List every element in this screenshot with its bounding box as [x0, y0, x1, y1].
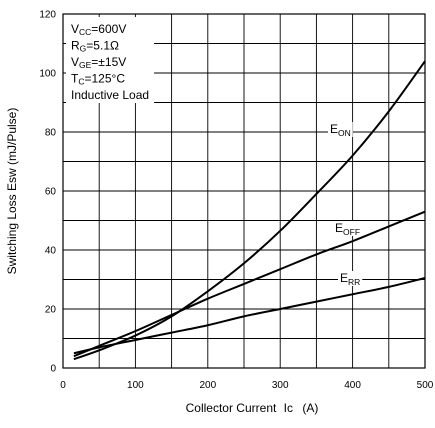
curves — [73, 60, 426, 361]
condition-sub: GE — [79, 60, 92, 70]
condition-value: =±15V — [91, 55, 126, 69]
conditions-box: VCC=600VRG=5.1ΩVGE=±15VTC=125°CInductive… — [66, 17, 155, 103]
x-tick-label: 0 — [60, 380, 66, 391]
series-line-err — [73, 277, 426, 355]
condition-line: VCC=600V — [71, 22, 126, 37]
condition-value: =600V — [91, 22, 126, 36]
condition-value: =125°C — [84, 72, 125, 86]
series-label-main: E — [330, 122, 338, 136]
x-tick-label: 500 — [417, 380, 434, 391]
x-tick-label: 300 — [272, 380, 289, 391]
series-line-eoff — [73, 210, 426, 358]
x-tick-label: 200 — [199, 380, 216, 391]
series-label-main: E — [340, 271, 348, 285]
y-tick-label: 60 — [45, 187, 57, 198]
series-label-background — [333, 221, 363, 236]
condition-main: Inductive Load — [71, 88, 149, 102]
series-label-sub: OFF — [343, 227, 360, 237]
condition-main: V — [71, 55, 79, 69]
series-label-err: ERR — [340, 271, 360, 287]
condition-value: =5.1Ω — [86, 39, 119, 53]
x-tick-label: 100 — [127, 380, 144, 391]
condition-line: TC=125°C — [71, 72, 125, 87]
y-tick-label: 100 — [39, 69, 56, 80]
x-axis-label-symbol: Ic — [284, 401, 293, 415]
y-tick-label: 80 — [45, 128, 57, 139]
x-axis-label-text: Collector Current — [186, 401, 277, 415]
y-tick-label: 40 — [45, 246, 57, 257]
conditions-background — [66, 17, 155, 103]
grid — [63, 14, 425, 368]
series-label-background — [338, 271, 363, 286]
series-line-eon — [73, 60, 426, 361]
y-tick-label: 120 — [39, 10, 56, 21]
condition-line: Inductive Load — [71, 88, 149, 102]
condition-main: T — [71, 72, 79, 86]
condition-sub: C — [78, 77, 84, 87]
y-tick-label: 0 — [50, 364, 56, 375]
x-axis-ticks: 0 100 200 300 400 500 — [60, 380, 434, 391]
condition-line: RG=5.1Ω — [71, 39, 119, 54]
y-axis-label: Switching Loss Esw (mJ/Pulse) — [5, 108, 19, 275]
x-axis-label-unit: (A) — [302, 401, 318, 415]
condition-sub: CC — [79, 27, 91, 37]
series-label-sub: RR — [348, 277, 360, 287]
condition-main: R — [71, 39, 80, 53]
series-label-background — [328, 122, 353, 137]
series-label-eon: EON — [330, 122, 351, 138]
series-label-main: E — [335, 221, 343, 235]
series-label-sub: ON — [338, 128, 351, 138]
plot-frame — [62, 13, 426, 369]
condition-sub: G — [80, 44, 87, 54]
x-axis-label: Collector Current Ic (A) — [186, 401, 319, 415]
series-label-eoff: EOFF — [335, 221, 360, 237]
y-tick-label: 20 — [45, 305, 57, 316]
y-axis-ticks: 0 20 40 60 80 100 120 — [39, 10, 56, 375]
condition-line: VGE=±15V — [71, 55, 126, 70]
condition-main: V — [71, 22, 79, 36]
x-tick-label: 400 — [344, 380, 361, 391]
